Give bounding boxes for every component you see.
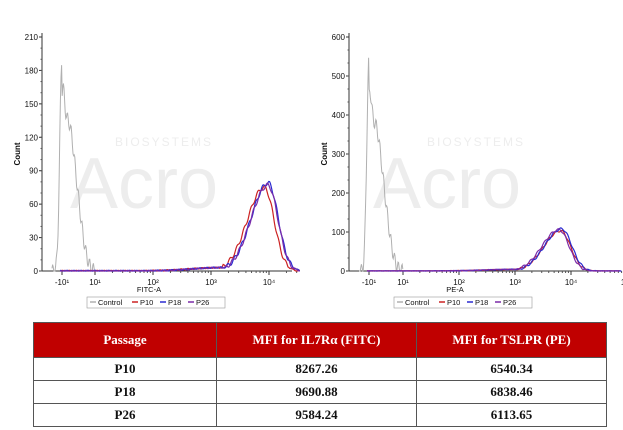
cell-passage: P10 <box>33 357 217 381</box>
series-line-control <box>51 65 96 272</box>
y-tick-label: 200 <box>332 189 346 198</box>
y-tick-label: 400 <box>332 111 346 120</box>
legend: Control P10 P18 P26 <box>86 296 226 309</box>
x-axis-label: PE-A <box>446 285 464 294</box>
legend-label: P10 <box>140 298 153 307</box>
watermark-brand: Acro <box>373 144 521 224</box>
y-tick-label: 150 <box>25 100 39 109</box>
x-tick-label: 10⁴ <box>263 278 276 287</box>
x-tick-label: 10¹ <box>89 278 101 287</box>
table-row: P10 8267.26 6540.34 <box>33 357 607 381</box>
x-tick-label: 10³ <box>509 278 521 287</box>
table-header-row: Passage MFI for IL7Rα (FITC) MFI for TSL… <box>33 322 607 358</box>
x-tick-label: -10¹ <box>362 278 377 287</box>
header-passage: Passage <box>33 322 217 358</box>
cell-mfi-pe: 6113.65 <box>416 403 607 427</box>
y-tick-label: 500 <box>332 72 346 81</box>
legend-label: P26 <box>503 298 516 307</box>
watermark: BIOSYSTEMS Acro <box>373 135 525 224</box>
x-axis-label: FITC-A <box>137 285 161 294</box>
legend: Control P10 P18 P26 <box>393 296 533 309</box>
series-line-p26 <box>367 228 619 272</box>
legend-label: Control <box>405 298 430 307</box>
cell-mfi-fitc: 8267.26 <box>216 357 417 381</box>
watermark-brand: Acro <box>70 144 218 224</box>
fitc-histogram: BIOSYSTEMS Acro 0 30 60 90 120 150 180 210 -10¹ 1… <box>13 33 300 309</box>
mfi-table: Passage MFI for IL7Rα (FITC) MFI for TSL… <box>33 322 607 427</box>
x-tick-label: 10¹ <box>397 278 409 287</box>
cell-mfi-fitc: 9690.88 <box>216 380 417 404</box>
watermark: BIOSYSTEMS Acro <box>70 135 218 224</box>
y-tick-label: 600 <box>332 33 346 42</box>
table-row: P26 9584.24 6113.65 <box>33 403 607 427</box>
header-mfi-fitc: MFI for IL7Rα (FITC) <box>216 322 417 358</box>
y-tick-label: 180 <box>25 66 39 75</box>
pe-histogram: BIOSYSTEMS Acro 0 100 200 300 400 500 600 -10¹ 1… <box>320 33 623 309</box>
cell-passage: P18 <box>33 380 217 404</box>
legend-box <box>393 296 533 309</box>
cell-mfi-fitc: 9584.24 <box>216 403 417 427</box>
y-tick-label: 60 <box>29 200 38 209</box>
cell-mfi-pe: 6838.46 <box>416 380 607 404</box>
series-line-p26 <box>60 182 300 272</box>
legend-box <box>86 296 226 309</box>
y-axis-label: Count <box>320 142 329 165</box>
y-tick-label: 210 <box>25 33 39 42</box>
legend-label: P18 <box>168 298 181 307</box>
y-tick-label: 120 <box>25 133 39 142</box>
legend-label: P26 <box>196 298 209 307</box>
watermark-sub: BIOSYSTEMS <box>115 135 213 149</box>
cell-mfi-pe: 6540.34 <box>416 357 607 381</box>
y-tick-label: 90 <box>29 167 38 176</box>
header-mfi-pe: MFI for TSLPR (PE) <box>416 322 607 358</box>
series-line-control <box>359 57 404 273</box>
y-tick-label: 0 <box>34 267 39 276</box>
y-tick-label: 0 <box>341 267 346 276</box>
y-tick-label: 100 <box>332 228 346 237</box>
x-tick-label: 10³ <box>205 278 217 287</box>
table-row: P18 9690.88 6838.46 <box>33 380 607 404</box>
x-tick-label: 10² <box>453 278 465 287</box>
x-tick-label: 10⁵ <box>621 278 623 287</box>
watermark-sub: BIOSYSTEMS <box>427 135 525 149</box>
x-tick-label: 10⁴ <box>565 278 578 287</box>
x-tick-label: -10¹ <box>55 278 70 287</box>
legend-label: Control <box>98 298 123 307</box>
y-axis-label: Count <box>13 142 22 165</box>
series-line-p18 <box>367 227 622 272</box>
x-tick-label: 10² <box>147 278 159 287</box>
y-tick-label: 300 <box>332 150 346 159</box>
legend-label: P10 <box>447 298 460 307</box>
legend-label: P18 <box>475 298 488 307</box>
y-tick-label: 30 <box>29 234 38 243</box>
cell-passage: P26 <box>33 403 217 427</box>
